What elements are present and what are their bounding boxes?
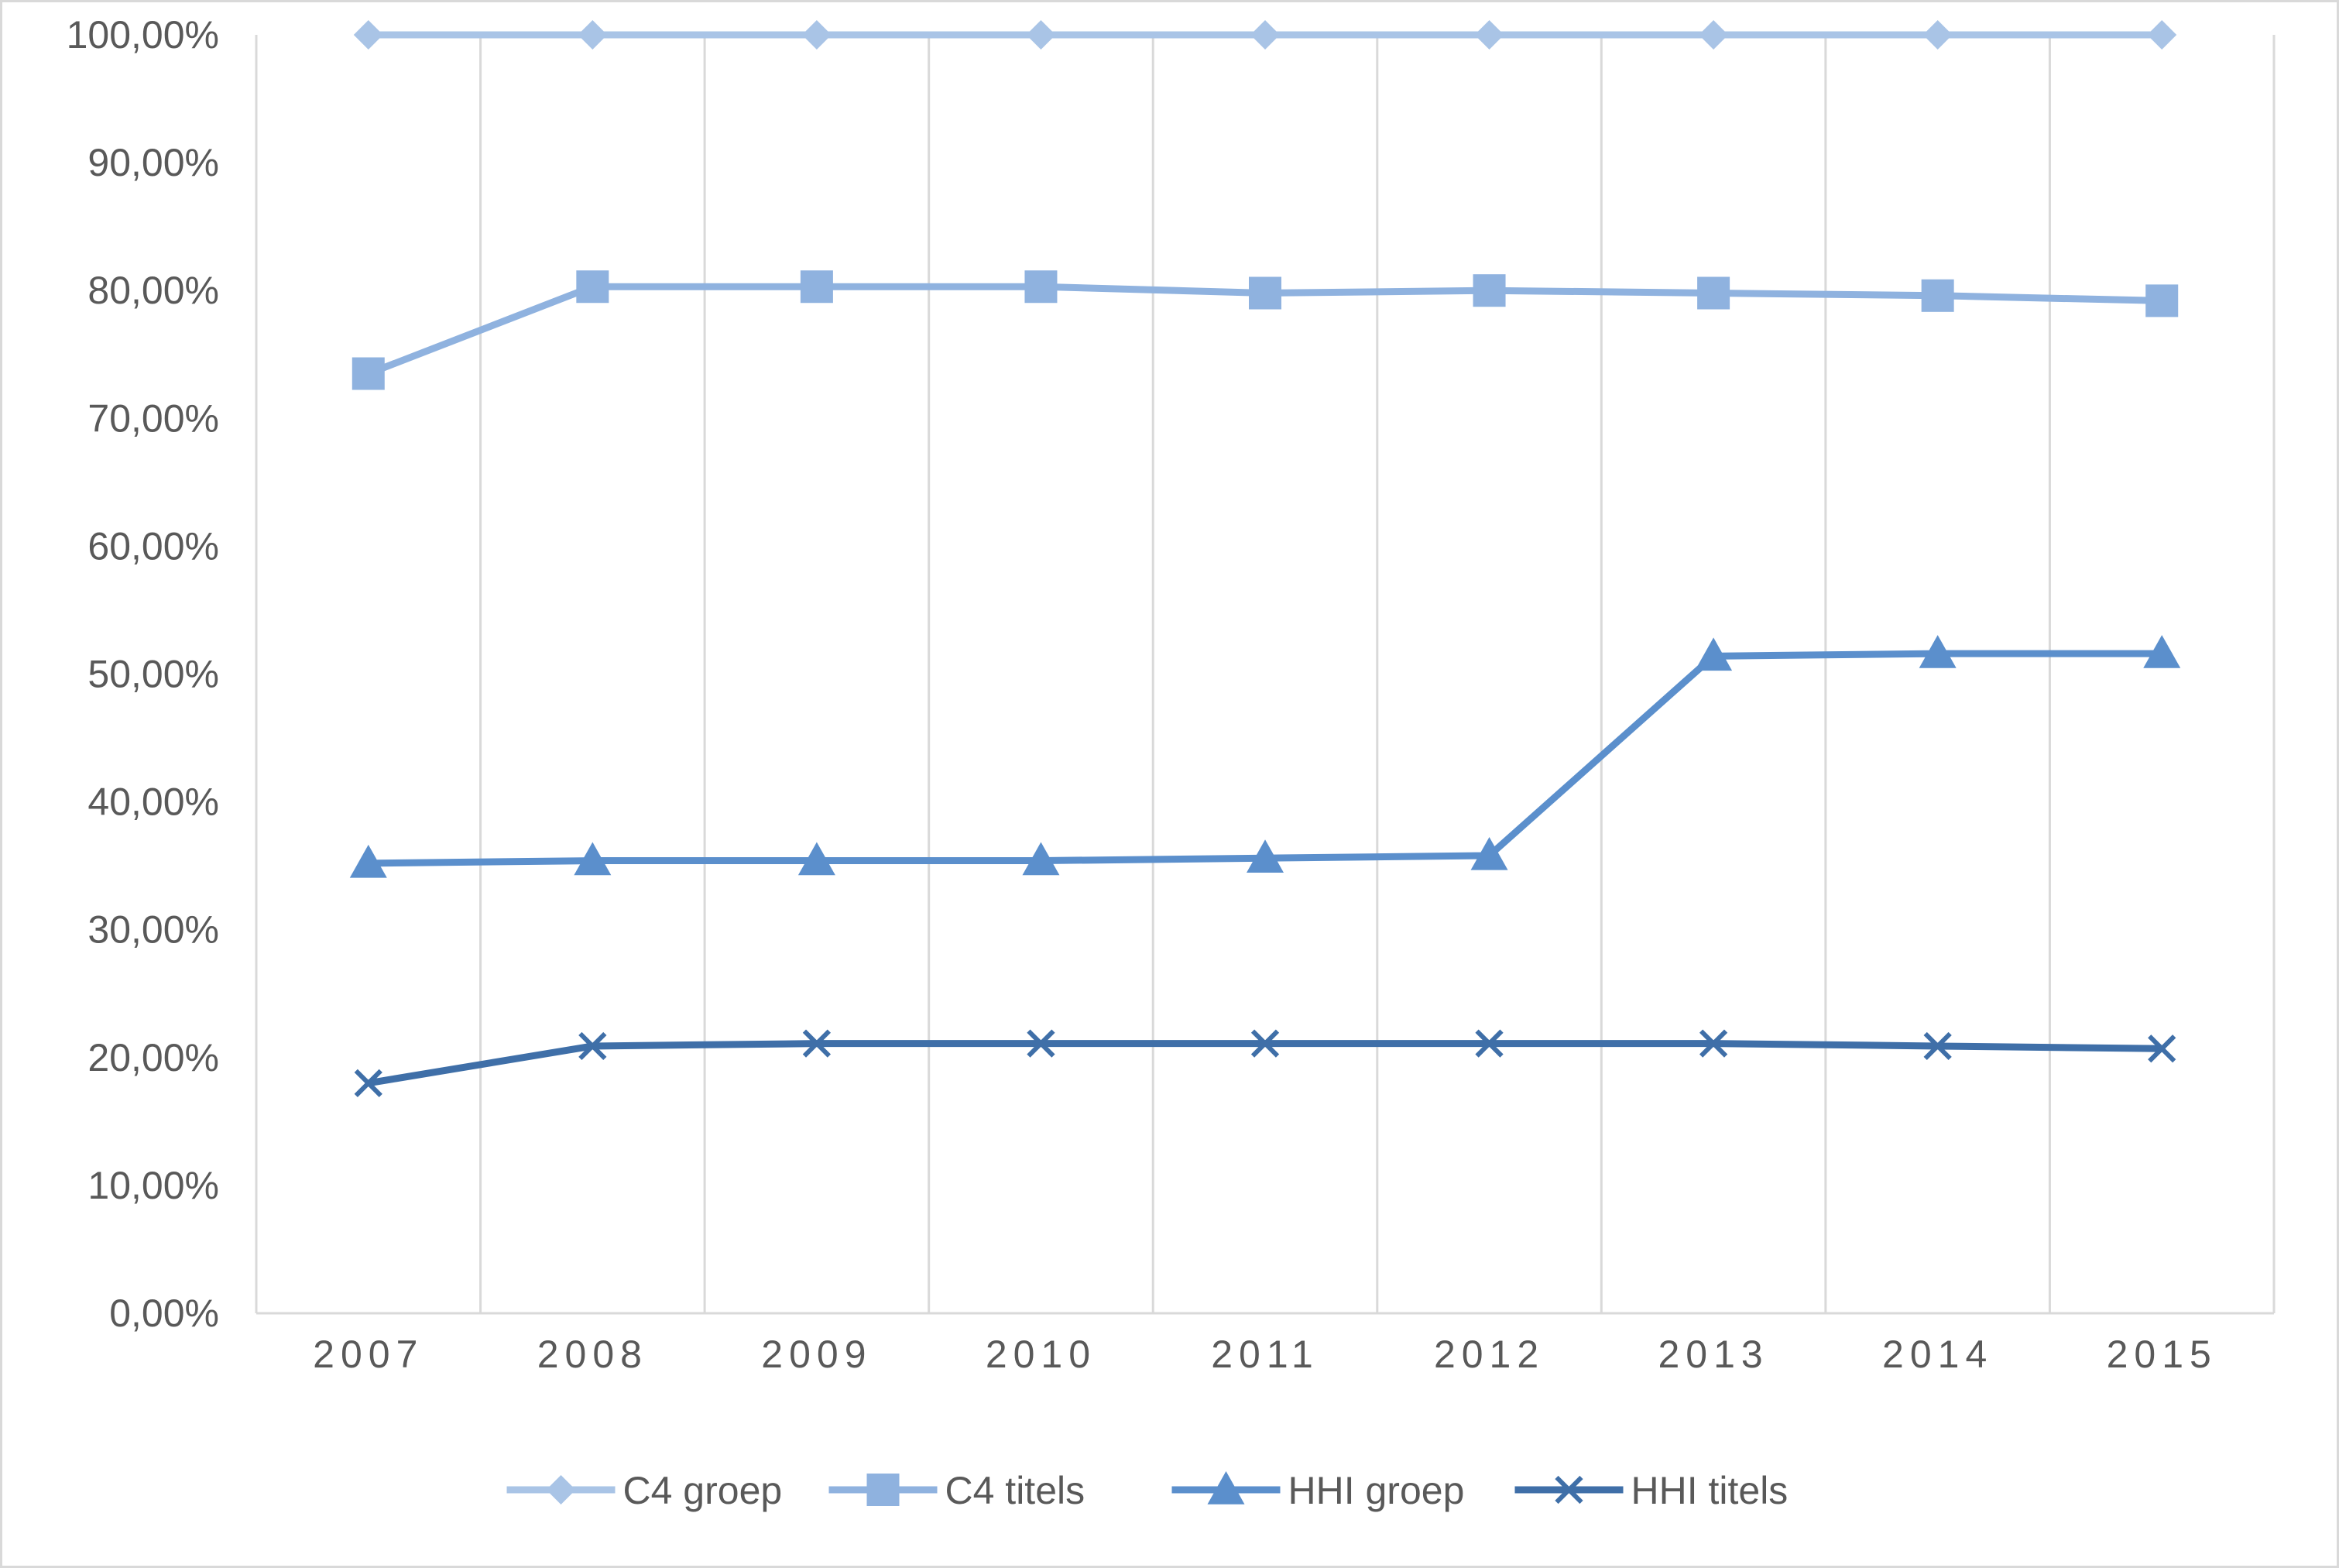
data-point-marker bbox=[1699, 20, 1729, 50]
x-tick-label: 2015 bbox=[2107, 1333, 2217, 1376]
series-hhi-groep bbox=[349, 635, 2181, 878]
y-tick-label: 50,00% bbox=[87, 653, 219, 696]
data-point-marker bbox=[2148, 1034, 2176, 1063]
legend-item: HHI titels bbox=[1514, 1469, 1789, 1512]
y-tick-label: 100,00% bbox=[67, 13, 219, 57]
data-point-marker bbox=[1026, 20, 1056, 50]
data-point-marker bbox=[574, 842, 612, 876]
data-point-marker bbox=[354, 1069, 382, 1097]
legend-label: HHI groep bbox=[1288, 1469, 1465, 1512]
legend-label: C4 groep bbox=[623, 1469, 783, 1512]
x-tick-label: 2011 bbox=[1211, 1333, 1319, 1376]
x-tick-label: 2012 bbox=[1434, 1333, 1545, 1376]
data-point-marker bbox=[1695, 637, 1733, 671]
series-line bbox=[365, 650, 2166, 867]
x-tick-label: 2014 bbox=[1882, 1333, 1993, 1376]
data-point-marker bbox=[578, 1031, 607, 1061]
data-point-marker bbox=[349, 844, 387, 878]
data-point-marker bbox=[1027, 1029, 1055, 1058]
data-point-marker bbox=[1470, 836, 1508, 870]
data-point-marker bbox=[1247, 839, 1284, 873]
legend-item: C4 titels bbox=[828, 1469, 1085, 1512]
data-point-marker bbox=[353, 20, 383, 50]
y-tick-label: 90,00% bbox=[87, 141, 219, 184]
data-point-marker bbox=[1250, 1029, 1280, 1058]
data-point-marker bbox=[1250, 20, 1280, 50]
data-point-marker bbox=[801, 20, 832, 50]
legend-marker bbox=[1207, 1471, 1245, 1505]
series-line bbox=[365, 1040, 2166, 1087]
data-point-marker bbox=[2147, 20, 2177, 50]
y-tick-label: 60,00% bbox=[87, 524, 219, 568]
legend-marker bbox=[546, 1475, 576, 1505]
data-point-marker bbox=[352, 357, 385, 390]
data-point-marker bbox=[578, 20, 608, 50]
x-tick-label: 2010 bbox=[986, 1333, 1096, 1376]
data-point-marker bbox=[1699, 1029, 1728, 1058]
y-tick-label: 40,00% bbox=[87, 781, 219, 824]
legend-label: C4 titels bbox=[945, 1469, 1085, 1512]
data-point-marker bbox=[1249, 276, 1281, 310]
series-c4-titels bbox=[352, 270, 2179, 390]
y-tick-label: 0,00% bbox=[109, 1292, 219, 1335]
series-c4-groep bbox=[353, 20, 2177, 50]
data-point-marker bbox=[1923, 1031, 1952, 1061]
gridlines bbox=[255, 35, 2276, 1313]
data-point-marker bbox=[1697, 276, 1730, 310]
y-tick-label: 10,00% bbox=[87, 1164, 219, 1207]
legend-marker bbox=[866, 1474, 900, 1506]
data-point-marker bbox=[2145, 284, 2179, 317]
tick-labels: 0,00% 10,00% 20,00% 30,00% 40,00% 50,00% 60,00… bbox=[67, 13, 2217, 1376]
legend-item: C4 groep bbox=[506, 1469, 783, 1512]
y-tick-label: 70,00% bbox=[87, 396, 219, 440]
legend-item: HHI groep bbox=[1171, 1469, 1465, 1512]
legend-label: HHI titels bbox=[1631, 1469, 1789, 1512]
y-tick-label: 20,00% bbox=[87, 1036, 219, 1079]
y-tick-label: 30,00% bbox=[87, 908, 219, 952]
x-tick-label: 2008 bbox=[537, 1333, 648, 1376]
data-point-marker bbox=[802, 1029, 832, 1058]
data-point-marker bbox=[1922, 20, 1953, 50]
data-point-marker bbox=[800, 270, 833, 304]
data-point-marker bbox=[797, 842, 835, 876]
legend: C4 groep C4 titels HHI groep HHI titels bbox=[506, 1469, 1789, 1512]
data-point-marker bbox=[1473, 274, 1506, 307]
x-tick-label: 2009 bbox=[761, 1333, 872, 1376]
x-tick-label: 2013 bbox=[1658, 1333, 1768, 1376]
x-tick-label: 2007 bbox=[313, 1333, 424, 1376]
y-tick-label: 80,00% bbox=[87, 269, 219, 312]
data-point-marker bbox=[1024, 270, 1058, 304]
data-point-marker bbox=[1022, 842, 1060, 876]
series-lines bbox=[349, 20, 2181, 1097]
data-point-marker bbox=[1475, 1029, 1504, 1058]
data-point-marker bbox=[1474, 20, 1504, 50]
data-point-marker bbox=[1919, 635, 1957, 668]
data-point-marker bbox=[576, 270, 609, 304]
data-point-marker bbox=[2143, 635, 2181, 668]
series-hhi-titels bbox=[354, 1029, 2176, 1097]
data-point-marker bbox=[1921, 279, 1954, 312]
legend-marker bbox=[1555, 1475, 1583, 1505]
